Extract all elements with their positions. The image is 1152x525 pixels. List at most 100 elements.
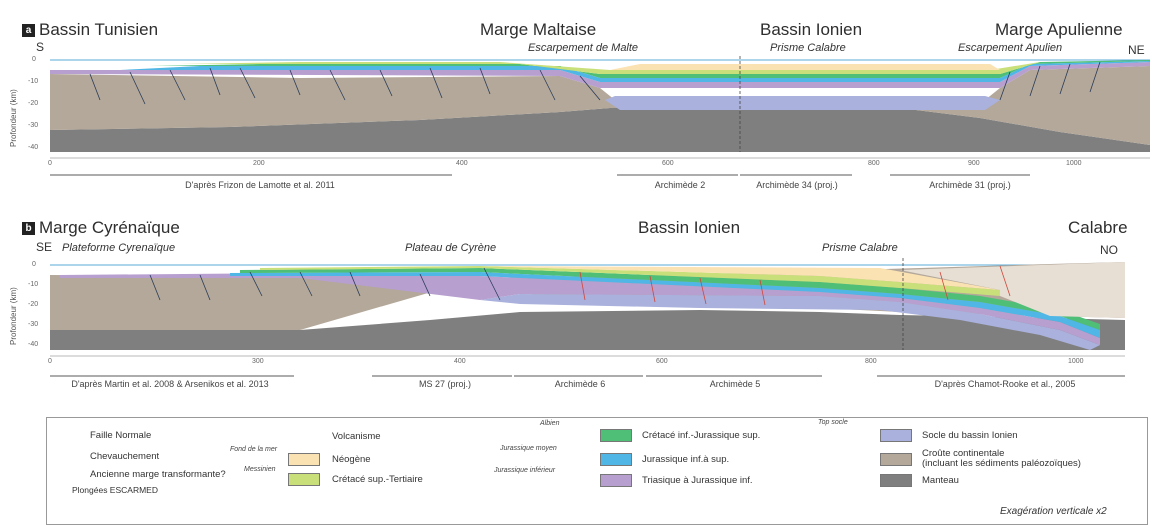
panel-a-source: Archimède 2 — [654, 180, 706, 190]
panel-b-dir-right: NO — [1100, 243, 1118, 257]
panel-a-feature1: Escarpement de Malte — [528, 42, 639, 54]
panel-b-feature2: Plateau de Cyrène — [405, 242, 497, 254]
panel-a-title-left-text: Bassin Tunisien — [39, 20, 159, 39]
triassic-b — [60, 273, 1100, 345]
swatch-ionian-basement — [880, 429, 912, 442]
cretace-sup-b — [260, 266, 1000, 296]
panel-a-title-mid1: Marge Maltaise — [480, 20, 597, 39]
panel-a-title-right: Marge Apulienne — [995, 20, 1123, 39]
panel-a-dir-right: NE — [1128, 43, 1145, 57]
panel-b-dir-left: SE — [36, 240, 53, 254]
panel-a-title-mid2: Bassin Ionien — [760, 20, 863, 39]
vertical-exaggeration: Exagération verticale x2 — [1000, 506, 1107, 517]
panel-a-xtick: 600 — [662, 160, 674, 167]
panel-a-feature2: Prisme Calabre — [770, 42, 846, 54]
panel-b-title-mid: Bassin Ionien — [638, 218, 741, 237]
panel-b-ytick: -40 — [28, 341, 39, 348]
legend-neogene: Néogène — [332, 454, 371, 465]
section-a — [50, 56, 1150, 176]
panel-a-xtick: 1000 — [1066, 160, 1082, 167]
legend-transform-margin: Ancienne marge transformante? — [90, 469, 226, 480]
panel-b-source: D'après Martin et al. 2008 & Arsenikos e… — [71, 379, 269, 389]
swatch-mantle — [880, 474, 912, 487]
ionian-basement-b — [480, 294, 1100, 350]
panel-b-source: Archimède 5 — [709, 379, 761, 389]
panel-b-ytick: -20 — [28, 301, 39, 308]
panel-a-letter: a — [22, 24, 35, 37]
swatch-triassic — [600, 474, 632, 487]
panel-b-ytick: -10 — [28, 281, 39, 288]
thrusts-b — [579, 265, 1011, 306]
panel-a-feature3: Escarpement Apulien — [958, 42, 1063, 54]
panel-b-ytick: 0 — [32, 261, 36, 268]
panel-a-source: D'après Frizon de Lamotte et al. 2011 — [185, 180, 335, 190]
faults-a — [89, 61, 1101, 105]
neogene-b — [480, 266, 1000, 290]
mantle-a — [50, 108, 1150, 152]
swatch-cretace-sup — [288, 473, 320, 486]
legend-cretace-inf: Crétacé inf.-Jurassique sup. — [642, 430, 761, 441]
panel-a-xtick: 400 — [456, 160, 468, 167]
legend-jurassic-inf-label: Jurassique inférieur — [494, 467, 556, 474]
legend-cretace-sup: Crétacé sup.-Tertiaire — [332, 474, 423, 485]
legend-seafloor-label: Fond de la mer — [230, 446, 278, 453]
swatch-jurassic — [600, 453, 632, 466]
panel-b-source: D'après Chamot-Rooke et al., 2005 — [934, 379, 1076, 389]
swatch-cretace-inf — [600, 429, 632, 442]
panel-b-source: Archimède 6 — [554, 379, 606, 389]
legend — [46, 417, 1148, 525]
neogene-a — [610, 64, 1000, 70]
legend-triassic: Triasique à Jurassique inf. — [642, 475, 753, 486]
jurassic-a — [120, 61, 1150, 82]
panel-a-xtick: 0 — [48, 160, 52, 167]
panel-a-xtick: 200 — [253, 160, 265, 167]
legend-messinian-label: Messinien — [244, 466, 276, 473]
panel-b-title-left-text: Marge Cyrénaïque — [39, 218, 180, 237]
section-b — [50, 258, 1125, 377]
panel-b-source: MS 27 (proj.) — [418, 379, 471, 389]
legend-jurassic: Jurassique inf.à sup. — [642, 454, 730, 465]
cretace-inf-a — [150, 60, 1150, 78]
panel-b-feature3: Prisme Calabre — [822, 242, 898, 254]
panel-a-ytick: -40 — [28, 144, 39, 151]
cretace-sup-a — [180, 62, 1040, 74]
panel-a-source: Archimède 31 (proj.) — [929, 180, 1011, 190]
cretace-inf-b — [240, 268, 1100, 330]
legend-top-socle-label: Top socle — [818, 419, 848, 426]
panel-b-xtick: 300 — [252, 358, 264, 365]
panel-b-ytick: -30 — [28, 321, 39, 328]
legend-jurassic-moyen-label: Jurassique moyen — [500, 445, 557, 452]
triassic-a — [50, 62, 1150, 88]
panel-b-letter: b — [22, 222, 35, 235]
crust-a — [50, 66, 1150, 145]
panel-a-ytick: -20 — [28, 100, 39, 107]
panel-a-source: Archimède 34 (proj.) — [756, 180, 838, 190]
panel-b-xtick: 800 — [865, 358, 877, 365]
panel-b-ylabel: Profondeur (km) — [9, 287, 18, 345]
panel-b-feature1: Plateforme Cyrenaïque — [62, 242, 176, 254]
panel-a-ylabel: Profondeur (km) — [9, 89, 18, 147]
faults-b — [149, 267, 501, 301]
panel-b-xtick: 0 — [48, 358, 52, 365]
panel-a-title-left: a Bassin Tunisien — [22, 20, 158, 40]
mantle-b — [50, 310, 1125, 350]
legend-volcanism: Volcanisme — [332, 431, 381, 442]
swatch-neogene — [288, 453, 320, 466]
legend-dives: Plongées ESCARMED — [72, 485, 158, 495]
panel-b-title-left: b Marge Cyrénaïque — [22, 218, 180, 238]
panel-a-ytick: -10 — [28, 78, 39, 85]
calabrian-prism-b — [900, 262, 1125, 318]
legend-normal-fault: Faille Normale — [90, 430, 152, 441]
panel-a-ytick: 0 — [32, 56, 36, 63]
panel-a-xtick: 900 — [968, 160, 980, 167]
legend-mantle: Manteau — [922, 475, 959, 486]
ionian-basement-a — [605, 96, 1000, 110]
legend-ionian-basement: Socle du bassin Ionien — [922, 430, 1018, 441]
legend-crust: Croûte continentale (incluant les sédime… — [922, 448, 1081, 469]
panel-a-xtick: 800 — [868, 160, 880, 167]
swatch-crust — [880, 453, 912, 466]
panel-b-xtick: 600 — [656, 358, 668, 365]
panel-a-ytick: -30 — [28, 122, 39, 129]
legend-thrust: Chevauchement — [90, 451, 160, 462]
